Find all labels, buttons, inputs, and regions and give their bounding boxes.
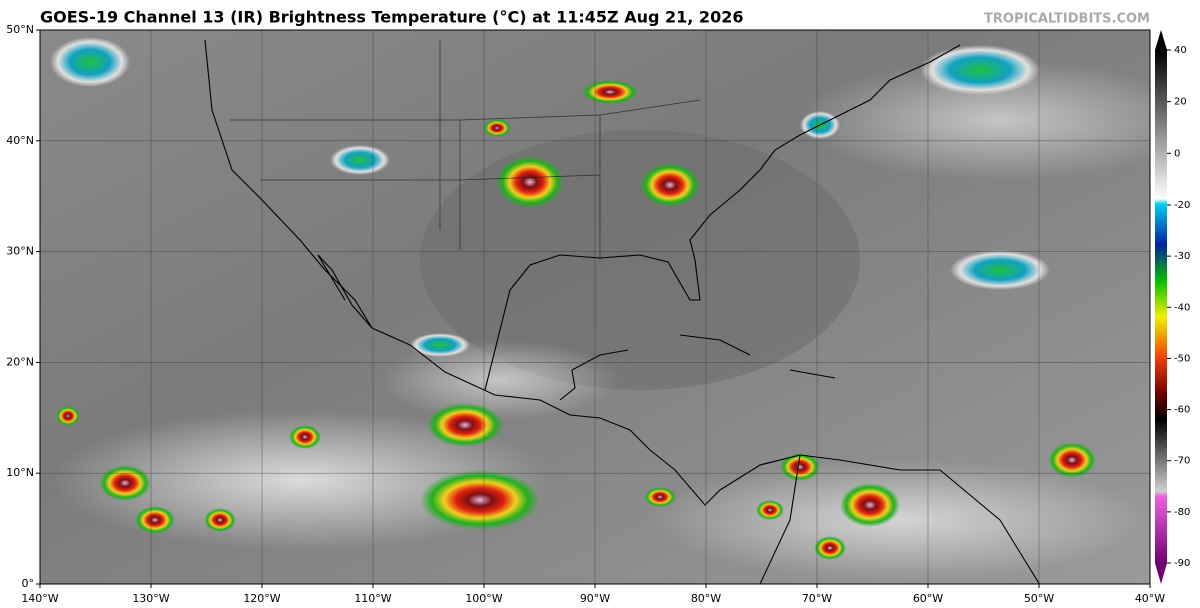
x-tick-label: 140°W [21,592,58,605]
x-tick-label: 110°W [354,592,391,605]
colorbar-label: -20 [1174,200,1190,211]
colorbar [1155,50,1167,563]
source: TROPICALTIDBITS.COM [984,12,1150,27]
colorbar-label: 0 [1174,148,1180,159]
x-tick-label: 70°W [802,592,832,605]
x-tick-label: 130°W [132,592,169,605]
colorbar-label: -60 [1174,405,1190,416]
x-tick-label: 40°W [1135,592,1165,605]
y-tick-label: 40°N [6,134,34,147]
colorbar-label: -50 [1174,353,1190,364]
title: GOES-19 Channel 13 (IR) Brightness Tempe… [40,8,743,27]
y-tick-label: 20°N [6,355,34,368]
y-tick-label: 0° [22,577,35,590]
colorbar-label: -80 [1174,507,1190,518]
colorbar-label: 40 [1174,45,1187,56]
y-tick-label: 10°N [6,466,34,479]
x-tick-label: 100°W [465,592,502,605]
colorbar-label: -30 [1174,251,1190,262]
colorbar-arrow-top [1155,30,1167,50]
colorbar-label: -40 [1174,302,1190,313]
x-tick-label: 90°W [580,592,610,605]
y-tick-label: 50°N [6,23,34,36]
x-tick-label: 120°W [243,592,280,605]
colorbar-label: -70 [1174,456,1190,467]
imagery [40,30,1150,584]
colorbar-arrow-bottom [1155,563,1167,584]
x-tick-label: 60°W [913,592,943,605]
x-tick-label: 50°W [1024,592,1054,605]
colorbar-label: -90 [1174,558,1190,569]
colorbar-label: 20 [1174,97,1187,108]
y-tick-label: 30°N [6,245,34,258]
x-tick-label: 80°W [691,592,721,605]
